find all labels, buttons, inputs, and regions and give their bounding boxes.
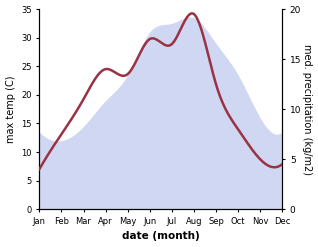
- X-axis label: date (month): date (month): [122, 231, 200, 242]
- Y-axis label: med. precipitation (kg/m2): med. precipitation (kg/m2): [302, 44, 313, 175]
- Y-axis label: max temp (C): max temp (C): [5, 75, 16, 143]
